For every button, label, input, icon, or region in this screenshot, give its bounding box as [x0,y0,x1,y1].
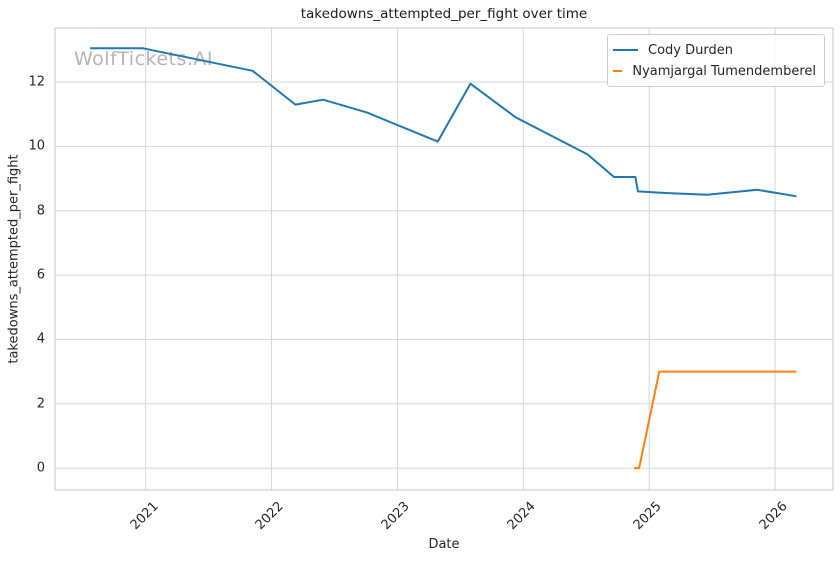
y-tick-label: 2 [36,396,45,412]
watermark: WolfTickets.AI [74,48,214,70]
chart-title: takedowns_attempted_per_fight over time [300,6,588,22]
legend-label: Cody Durden [648,42,733,58]
y-tick-label: 10 [28,138,45,154]
series-line-nyamjargal-tumendemberel [634,370,797,470]
y-tick-label: 4 [36,331,45,347]
legend-item-cody-durden: Cody Durden [613,42,816,58]
y-tick-label: 0 [36,460,45,476]
y-tick-label: 12 [28,74,45,90]
y-tick-label: 6 [36,267,45,283]
y-tick-label: 8 [36,203,45,219]
legend-line-sample-blue [613,49,638,51]
legend: Cody Durden Nyamjargal Tumendemberel [607,34,825,87]
legend-label: Nyamjargal Tumendemberel [632,63,816,79]
series-line-cody-durden [90,47,797,198]
plot-border [54,27,834,491]
x-axis-label: Date [428,537,460,552]
legend-item-nyamjargal-tumendemberel: Nyamjargal Tumendemberel [613,63,816,79]
legend-line-sample-orange [613,70,623,72]
